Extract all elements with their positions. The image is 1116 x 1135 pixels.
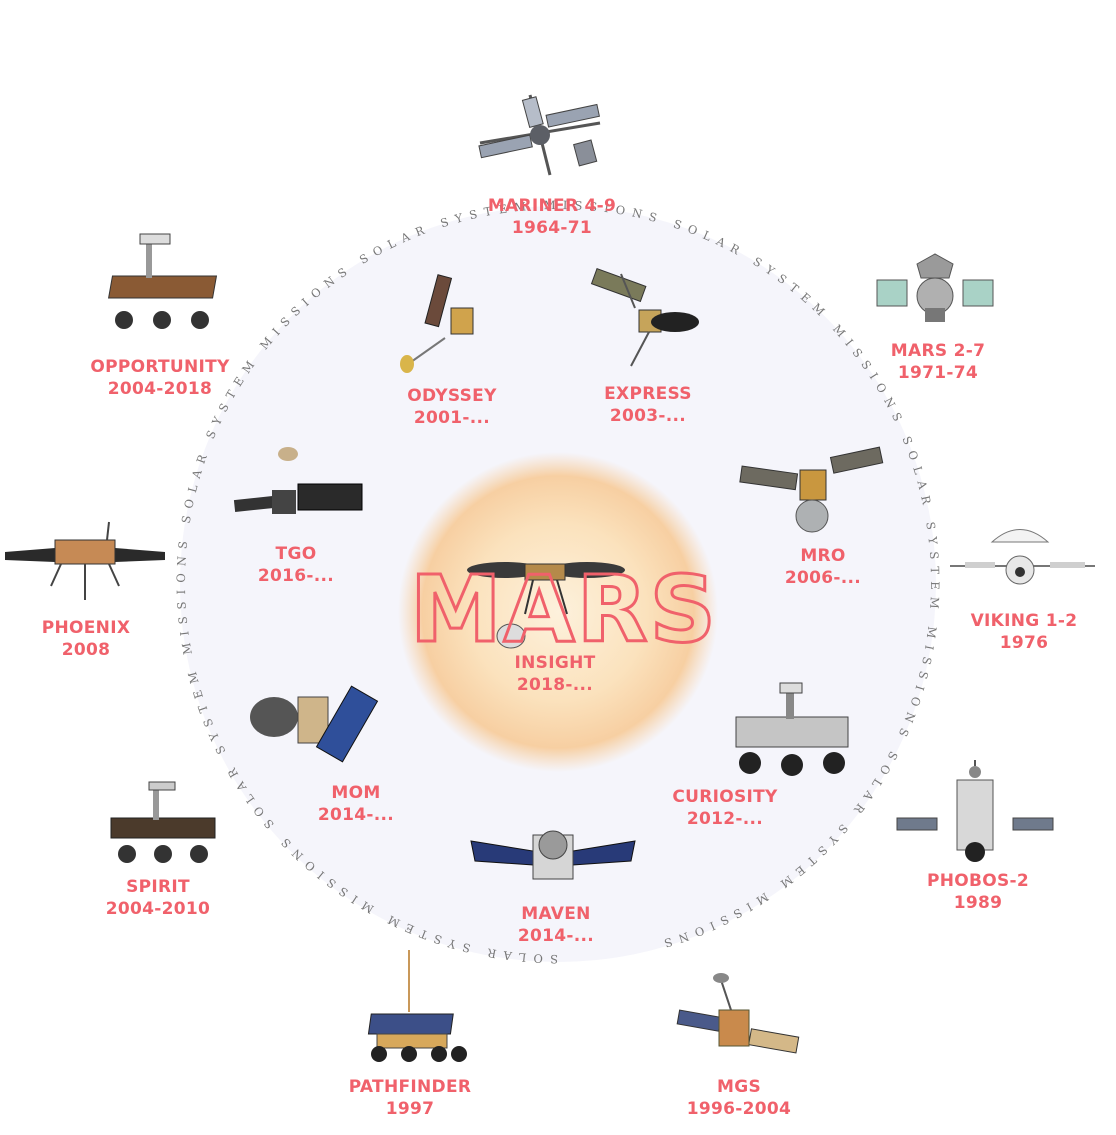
mission-years: 2004-2018: [107, 379, 213, 399]
mission-years: 1976: [999, 633, 1049, 653]
mission-years: 1996-2004: [686, 1099, 792, 1119]
mission-years: 1964-71: [511, 218, 593, 238]
mission-name: MRO: [800, 546, 846, 566]
mission-name: PHOENIX: [41, 618, 131, 638]
mission-name: EXPRESS: [604, 384, 692, 404]
mission-years: 1997: [385, 1099, 435, 1119]
express-orbiter-icon: [590, 267, 699, 367]
mission-years: 2014-...: [517, 926, 595, 946]
mission-name: MGS: [716, 1077, 761, 1097]
mom-orbiter-icon: [250, 685, 379, 763]
label-pathfinder: PATHFINDER 1997: [300, 1076, 520, 1120]
sojourner-rover-icon: [367, 950, 467, 1062]
mission-years: 2012-...: [686, 809, 764, 829]
label-tgo: TGO 2016-...: [186, 543, 406, 587]
label-viking: VIKING 1-2 1976: [914, 610, 1116, 654]
label-spirit: SPIRIT 2004-2010: [48, 876, 268, 920]
tgo-orbiter-icon: [233, 447, 363, 514]
label-mgs: MGS 1996-2004: [629, 1076, 849, 1120]
odyssey-orbiter-icon: [400, 274, 474, 373]
mgs-orbiter-icon: [676, 973, 800, 1054]
mission-years: 2003-...: [609, 406, 687, 426]
maven-orbiter-icon: [470, 830, 636, 880]
mission-years: 1971-74: [897, 363, 979, 383]
mariner-spacecraft-icon: [478, 94, 601, 176]
mission-years: 2004-2010: [105, 899, 211, 919]
mission-name: PATHFINDER: [348, 1077, 472, 1097]
mission-name: MOM: [331, 783, 381, 803]
label-mom: MOM 2014-...: [246, 782, 466, 826]
mission-years: 1989: [953, 893, 1003, 913]
mission-years: 2014-...: [317, 805, 395, 825]
mission-years: 2016-...: [257, 566, 335, 586]
sun-glow: [398, 452, 718, 772]
mission-years: 2006-...: [784, 568, 862, 588]
mission-name: TGO: [275, 544, 317, 564]
mission-name: PHOBOS-2: [926, 871, 1030, 891]
label-phoenix: PHOENIX 2008: [0, 617, 196, 661]
label-opportunity: OPPORTUNITY 2004-2018: [50, 356, 270, 400]
phobos-probe-icon: [896, 760, 1054, 862]
mission-years: 2008: [61, 640, 111, 660]
curiosity-rover-icon: [735, 682, 849, 776]
spirit-rover-icon: [110, 781, 216, 863]
mission-name: MARINER 4-9: [487, 196, 617, 216]
mission-years: 2018-...: [516, 675, 594, 695]
viking-lander-icon: [950, 529, 1095, 585]
mars-probe-icon: [876, 253, 994, 322]
label-phobos2: PHOBOS-2 1989: [868, 870, 1088, 914]
mission-name: MARS 2-7: [890, 341, 986, 361]
mission-name: VIKING 1-2: [970, 611, 1078, 631]
label-mars27: MARS 2-7 1971-74: [828, 340, 1048, 384]
mission-name: OPPORTUNITY: [90, 357, 230, 377]
label-express: EXPRESS 2003-...: [538, 383, 758, 427]
label-insight: INSIGHT 2018-...: [445, 652, 665, 696]
mission-years: 2001-...: [413, 408, 491, 428]
phoenix-lander-icon: [5, 521, 165, 600]
mission-name: CURIOSITY: [672, 787, 778, 807]
mission-name: MAVEN: [521, 904, 591, 924]
label-maven: MAVEN 2014-...: [446, 903, 666, 947]
mission-name: INSIGHT: [514, 653, 596, 673]
mro-orbiter-icon: [739, 446, 884, 533]
insight-lander-icon: [467, 562, 625, 649]
label-curiosity: CURIOSITY 2012-...: [615, 786, 835, 830]
mission-name: ODYSSEY: [407, 386, 497, 406]
label-odyssey: ODYSSEY 2001-...: [342, 385, 562, 429]
mission-name: SPIRIT: [126, 877, 190, 897]
label-mariner: MARINER 4-9 1964-71: [442, 195, 662, 239]
opportunity-rover-icon: [108, 233, 218, 329]
center-title: MARS: [409, 556, 718, 663]
label-mro: MRO 2006-...: [713, 545, 933, 589]
